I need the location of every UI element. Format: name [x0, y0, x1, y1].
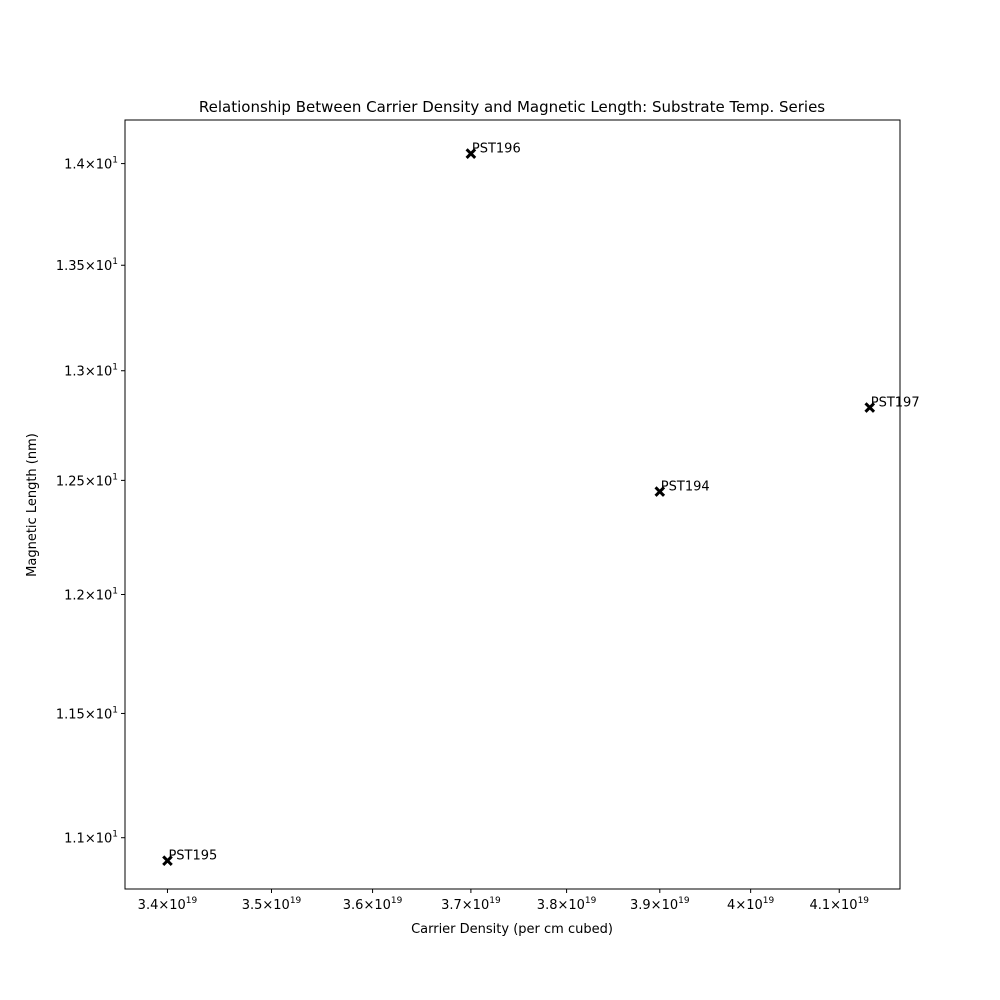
x-tick-label: 3.7×1019: [441, 896, 501, 913]
y-tick-label-mantissa: 1.2×: [64, 588, 96, 603]
x-tick-label-exponent: 19: [186, 896, 198, 906]
x-tick-label-exponent: 19: [858, 896, 870, 906]
data-point-pst194: [654, 486, 666, 497]
y-tick-label-exponent: 1: [112, 586, 118, 596]
x-tick-label-base: 10: [746, 898, 763, 913]
data-point-pst195: [162, 855, 173, 866]
y-tick-label: 1.25×101: [56, 472, 118, 489]
data-point-pst196: [465, 148, 477, 159]
y-tick-label-base: 10: [96, 474, 113, 489]
y-tick-label: 1.1×101: [64, 830, 118, 847]
x-tick-label-mantissa: 3.8×: [537, 898, 569, 913]
x-tick-label: 4×1019: [727, 896, 774, 913]
x-tick-label-exponent: 19: [290, 896, 302, 906]
x-tick-label-base: 10: [273, 898, 290, 913]
y-axis-label: Magnetic Length (nm): [25, 433, 40, 577]
y-tick-label-exponent: 1: [112, 472, 118, 482]
x-tick-label: 3.9×1019: [630, 896, 690, 913]
y-tick-label-base: 10: [96, 832, 113, 847]
y-tick-label-mantissa: 1.25×: [56, 474, 96, 489]
y-tick-label-mantissa: 1.1×: [64, 832, 96, 847]
y-tick-label-exponent: 1: [112, 257, 118, 267]
x-tick-label-base: 10: [568, 898, 585, 913]
y-tick-label: 1.4×101: [64, 156, 118, 173]
x-tick-label-mantissa: 3.4×: [138, 898, 170, 913]
x-tick-label-exponent: 19: [763, 896, 775, 906]
y-tick-label-mantissa: 1.15×: [56, 707, 96, 722]
y-axis: 1.1×1011.15×1011.2×1011.25×1011.3×1011.3…: [56, 156, 125, 847]
point-label: PST194: [661, 480, 710, 495]
y-tick-label: 1.3×101: [64, 363, 118, 380]
x-tick-label: 3.5×1019: [242, 896, 302, 913]
x-axis-label: Carrier Density (per cm cubed): [411, 922, 613, 937]
x-axis: 3.4×1019 3.5×1019 3.6×1019 3.7×1019 3.8×1019…: [138, 889, 869, 913]
plot-area-frame: [124, 119, 901, 890]
x-marker: [864, 402, 876, 413]
x-tick-label: 3.4×1019: [138, 896, 198, 913]
y-tick-label: 1.2×101: [64, 586, 118, 603]
y-tick-label-mantissa: 1.35×: [56, 259, 96, 274]
point-label: PST195: [168, 849, 217, 864]
y-tick-label-exponent: 1: [112, 156, 118, 166]
x-marker: [654, 486, 666, 497]
y-tick-label-base: 10: [96, 707, 113, 722]
x-tick-label-exponent: 19: [391, 896, 403, 906]
y-tick-label-exponent: 1: [112, 830, 118, 840]
x-tick-label-exponent: 19: [678, 896, 690, 906]
y-tick-label-base: 10: [96, 588, 113, 603]
x-tick-label-mantissa: 3.7×: [441, 898, 473, 913]
x-tick-label-base: 10: [662, 898, 679, 913]
x-tick-label-base: 10: [169, 898, 186, 913]
data-points: PST196 PST197 PST194 PST195: [162, 142, 920, 866]
x-tick-label-mantissa: 4.1×: [809, 898, 841, 913]
x-tick-label-mantissa: 3.6×: [343, 898, 375, 913]
x-tick-label-exponent: 19: [585, 896, 597, 906]
x-tick-label: 3.6×1019: [343, 896, 403, 913]
x-tick-label-mantissa: 3.5×: [242, 898, 274, 913]
point-label: PST197: [871, 396, 920, 411]
y-tick-label-base: 10: [96, 259, 113, 274]
x-tick-label-exponent: 19: [489, 896, 501, 906]
point-label: PST196: [472, 142, 521, 157]
y-tick-label-mantissa: 1.3×: [64, 365, 96, 380]
x-tick-label-mantissa: 4×: [727, 898, 746, 913]
x-marker: [465, 148, 477, 159]
y-tick-label-base: 10: [96, 365, 113, 380]
x-marker: [162, 855, 173, 866]
y-tick-label-exponent: 1: [112, 363, 118, 373]
data-point-pst197: [864, 402, 876, 413]
x-tick-label-mantissa: 3.9×: [630, 898, 662, 913]
y-tick-label-mantissa: 1.4×: [64, 158, 96, 173]
x-tick-label-base: 10: [374, 898, 391, 913]
x-tick-label-base: 10: [473, 898, 490, 913]
x-tick-label: 4.1×1019: [809, 896, 869, 913]
chart-title: Relationship Between Carrier Density and…: [199, 98, 825, 116]
y-tick-label: 1.35×101: [56, 257, 118, 274]
y-tick-label-base: 10: [96, 158, 113, 173]
x-tick-label: 3.8×1019: [537, 896, 597, 913]
y-tick-label: 1.15×101: [56, 705, 118, 722]
x-tick-label-base: 10: [841, 898, 858, 913]
y-tick-label-exponent: 1: [112, 705, 118, 715]
